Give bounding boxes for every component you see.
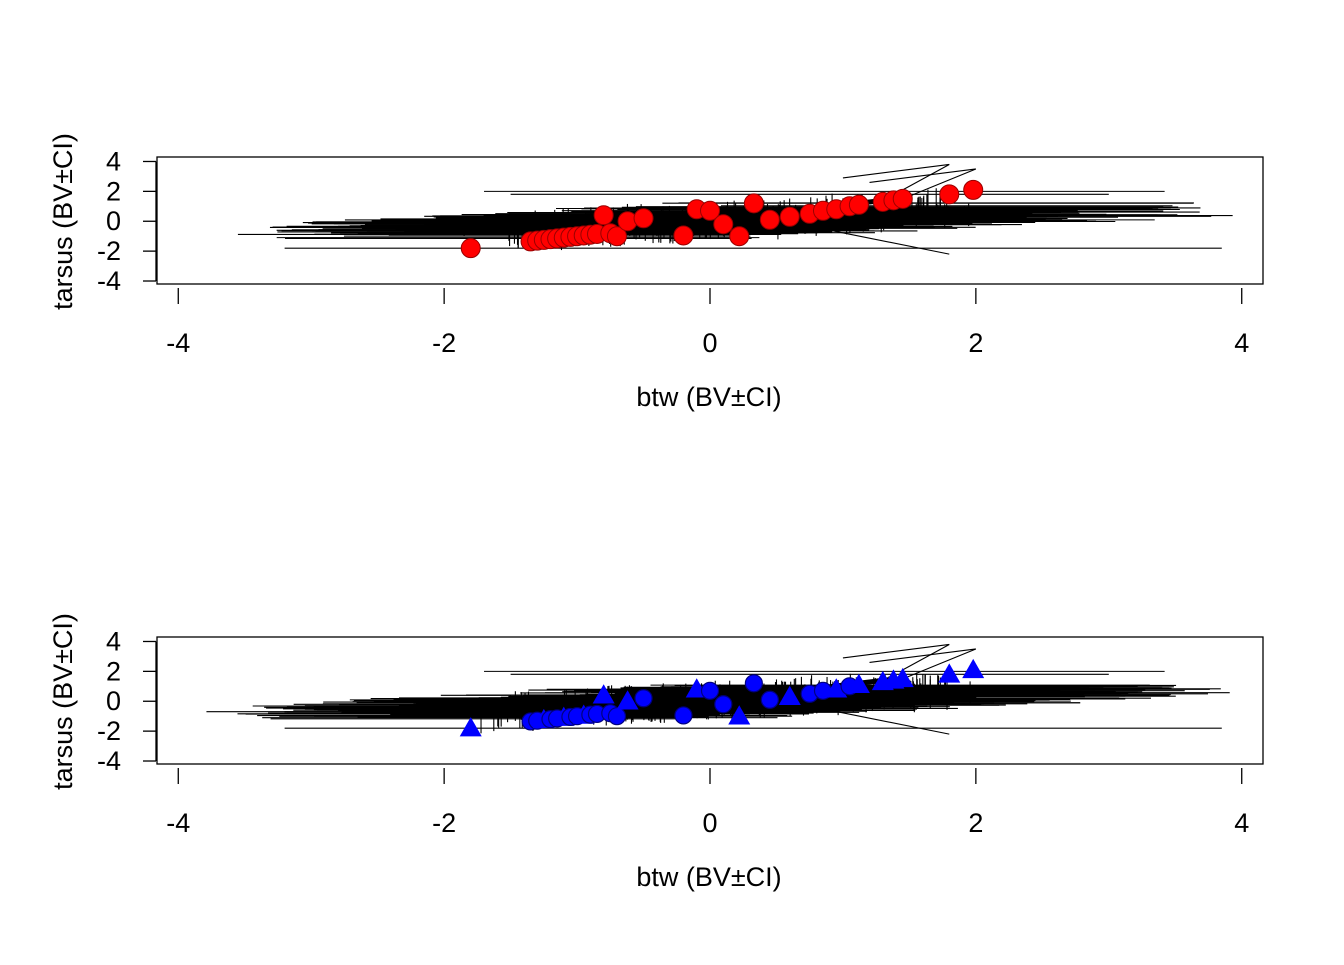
ci-connector xyxy=(829,709,950,735)
y-tick-label: -2 xyxy=(97,236,121,266)
data-point xyxy=(848,194,869,215)
ci-connector xyxy=(842,643,950,671)
data-point xyxy=(674,706,693,725)
data-point xyxy=(938,663,961,683)
x-axis: -4 -2 0 2 4 btw (BV±CI) xyxy=(166,768,1249,892)
x-axis-label: btw (BV±CI) xyxy=(636,382,781,412)
x-tick-label: -2 xyxy=(432,808,456,838)
data-point xyxy=(616,690,639,710)
data-point xyxy=(963,179,984,200)
data-point xyxy=(891,667,914,688)
data-point xyxy=(779,206,800,227)
data-point xyxy=(962,658,985,679)
y-tick-label: 2 xyxy=(106,656,121,686)
y-axis-label: tarsus (BV±CI) xyxy=(48,613,78,790)
data-point xyxy=(700,681,720,700)
x-tick-label: 4 xyxy=(1234,328,1249,358)
x-tick-label: 0 xyxy=(702,808,717,838)
x-axis-label: btw (BV±CI) xyxy=(636,862,781,892)
ci-connector xyxy=(829,229,950,255)
x-tick-label: 2 xyxy=(968,808,983,838)
x-tick-label: 2 xyxy=(968,328,983,358)
data-points xyxy=(459,658,985,737)
data-point xyxy=(743,193,764,214)
ci-connector xyxy=(869,168,977,200)
x-tick-label: 4 xyxy=(1234,808,1249,838)
data-point xyxy=(606,226,627,247)
x-tick-label: -4 xyxy=(166,328,190,358)
data-point xyxy=(633,208,654,229)
data-point xyxy=(713,214,734,235)
data-point xyxy=(459,717,482,737)
data-point xyxy=(460,238,481,259)
data-point xyxy=(607,707,627,726)
x-axis: -4 -2 0 2 4 btw (BV±CI) xyxy=(166,288,1249,412)
data-point xyxy=(592,684,615,704)
data-point xyxy=(728,705,751,725)
data-points xyxy=(460,179,984,259)
x-tick-label: -2 xyxy=(432,328,456,358)
data-point xyxy=(778,685,801,706)
data-point xyxy=(892,188,913,209)
y-tick-label: 0 xyxy=(106,206,121,236)
y-tick-label: -4 xyxy=(97,266,121,296)
data-point xyxy=(673,225,694,246)
y-tick-label: -2 xyxy=(97,716,121,746)
data-point xyxy=(760,690,779,709)
data-point xyxy=(700,200,720,221)
data-point xyxy=(714,695,733,714)
data-point xyxy=(744,674,763,693)
y-axis-label: tarsus (BV±CI) xyxy=(48,133,78,310)
plot-frame xyxy=(156,156,1264,285)
data-point xyxy=(825,678,848,698)
x-tick-label: -4 xyxy=(166,808,190,838)
ci-connector xyxy=(869,648,977,680)
ci-connector xyxy=(842,163,950,191)
y-tick-label: 4 xyxy=(106,626,121,656)
data-point xyxy=(759,209,780,230)
y-tick-label: 0 xyxy=(106,686,121,716)
y-tick-label: 4 xyxy=(106,146,121,176)
data-point xyxy=(939,184,960,205)
data-point xyxy=(634,689,653,708)
y-tick-label: 2 xyxy=(106,176,121,206)
y-tick-label: -4 xyxy=(97,746,121,776)
data-point xyxy=(729,226,750,247)
x-tick-label: 0 xyxy=(702,328,717,358)
data-point xyxy=(593,205,614,226)
data-point xyxy=(847,673,870,694)
plot-frame xyxy=(156,636,1264,765)
